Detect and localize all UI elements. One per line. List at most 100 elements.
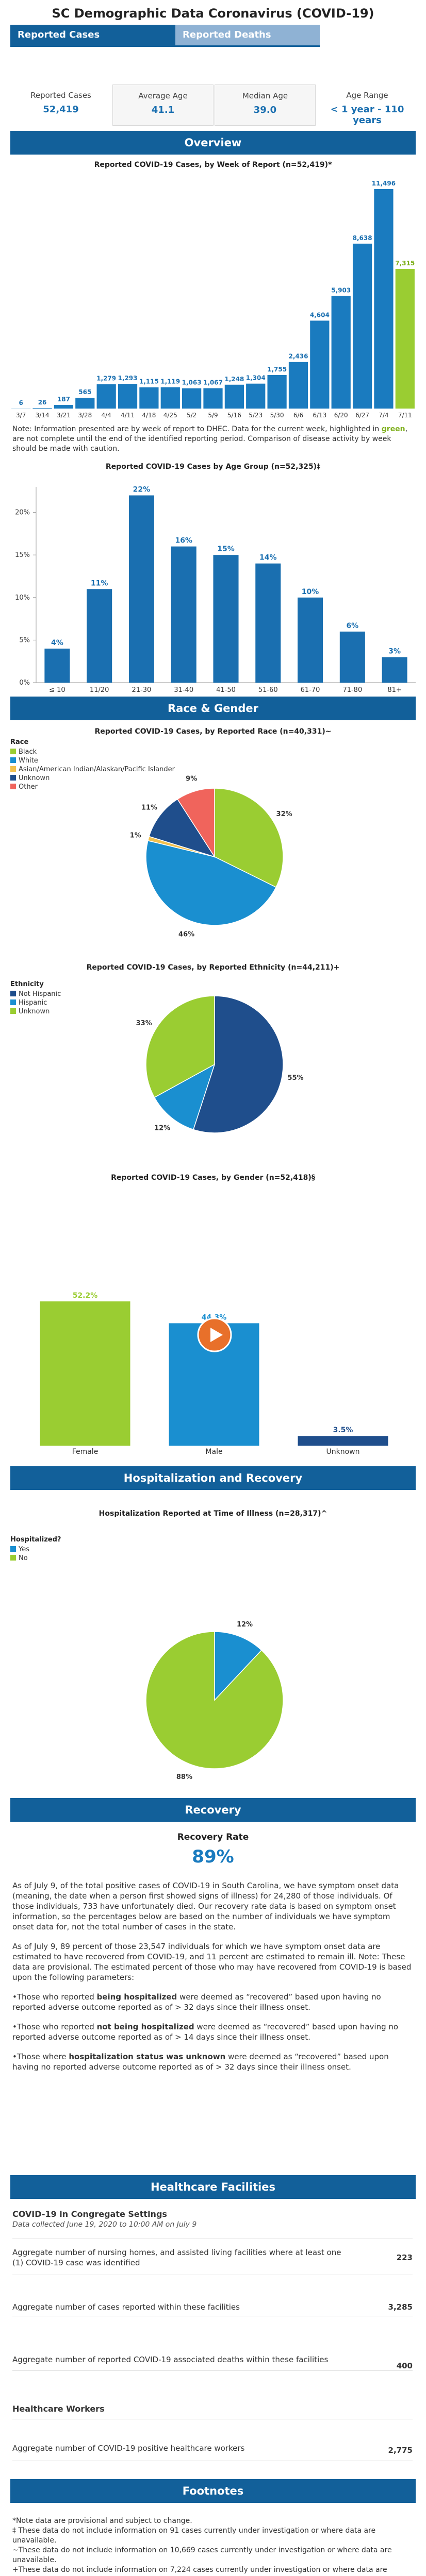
bullet-text: were deemed as “recovered” based upon ha… <box>12 1992 381 2012</box>
legend-swatch <box>10 775 16 781</box>
legend-swatch <box>10 784 16 789</box>
chart-title: Reported COVID-19 Cases, by Reported Rac… <box>94 727 332 736</box>
pie-slice <box>214 788 284 888</box>
value-label: 4% <box>51 639 63 647</box>
paragraph: As of July 9, 89 percent of those 23,547… <box>12 1942 412 1982</box>
x-tick-label: 11/20 <box>90 686 109 694</box>
value-label: 32% <box>276 810 292 818</box>
kpi: Median Age 39.0 <box>215 84 316 126</box>
value-label: 46% <box>178 930 194 938</box>
bar <box>331 296 351 409</box>
legend-label: Hispanic <box>19 999 47 1007</box>
y-tick-label: 15% <box>15 551 30 559</box>
bar <box>54 405 74 409</box>
x-tick-label: 31-40 <box>174 686 193 694</box>
x-tick-label: 4/11 <box>121 412 135 419</box>
tab[interactable]: Reported Deaths <box>175 25 320 45</box>
bullet-text: •Those who reported <box>12 2022 97 2031</box>
x-tick-label: 41-50 <box>216 686 236 694</box>
bar <box>339 631 365 683</box>
value-label: 4,604 <box>310 311 330 318</box>
kpi-value: 52,419 <box>43 104 79 115</box>
x-tick-label: 5/30 <box>270 412 284 419</box>
x-tick-label: 21-30 <box>132 686 152 694</box>
row-value: 3,285 <box>388 2302 413 2312</box>
kpi-value: 41.1 <box>151 105 175 115</box>
chart-title: Reported COVID-19 Cases, by Week of Repo… <box>94 161 332 169</box>
bar <box>44 648 70 683</box>
chart: Race 32% Black 46% White 1% Asian/American Ind… <box>10 738 292 938</box>
chart-title: Hospitalization Reported at Time of Illn… <box>99 1510 327 1518</box>
legend-swatch <box>10 766 16 772</box>
bullet-bold: hospitalization status was unknown <box>69 2052 226 2061</box>
legend-label: Yes <box>18 1546 29 1553</box>
bullet-text: were deemed as “recovered” based upon ha… <box>12 2052 389 2072</box>
play-triangle <box>210 1328 223 1342</box>
legend-label: Not Hispanic <box>19 990 61 998</box>
row-label: Aggregate number of reported COVID-19 as… <box>12 2355 329 2364</box>
bar <box>213 555 239 683</box>
footnote: +These data do not include information o… <box>12 2566 387 2576</box>
bar <box>395 268 415 409</box>
x-tick-label: 4/25 <box>163 412 177 419</box>
section-banner: Footnotes <box>10 2479 416 2503</box>
value-label: 7,315 <box>395 260 415 267</box>
x-tick-label: 3/21 <box>57 412 71 419</box>
kpi-label: Median Age <box>242 91 288 100</box>
x-tick-label: Unknown <box>326 1448 360 1456</box>
y-tick-label: 0% <box>19 679 30 687</box>
kpi-label: Age Range <box>346 91 388 100</box>
bar <box>246 383 266 409</box>
row-value: 2,775 <box>388 2446 413 2455</box>
bullet-bold: not being hospitalized <box>96 2022 194 2031</box>
bar <box>374 189 394 409</box>
legend-label: Unknown <box>19 774 50 782</box>
chart-title: Reported COVID-19 Cases, by Gender (n=52… <box>111 1174 315 1182</box>
table-row: Aggregate number of reported COVID-19 as… <box>12 2316 413 2371</box>
x-tick-label: 5/2 <box>187 412 196 419</box>
legend-label: Black <box>19 748 37 756</box>
row-label: Aggregate number of cases reported withi… <box>12 2302 240 2312</box>
bar <box>298 597 323 683</box>
row-value: 400 <box>396 2361 413 2370</box>
section-banner: Recovery <box>10 1798 416 1822</box>
section-banner: Hospitalization and Recovery <box>10 1466 416 1490</box>
value-label: 52.2% <box>73 1292 98 1300</box>
chart-title: Reported COVID-19 Cases, by Reported Eth… <box>86 963 340 972</box>
value-label: 12% <box>237 1621 253 1629</box>
bar <box>310 320 330 409</box>
pie-slice <box>145 840 277 926</box>
value-label: 1% <box>130 832 141 840</box>
kpi-label: Average Age <box>138 91 188 100</box>
play-icon[interactable] <box>196 1316 233 1353</box>
value-label: 9% <box>186 775 197 783</box>
x-tick-label: 7/4 <box>379 412 388 419</box>
y-tick-label: 5% <box>19 636 30 644</box>
section-banner: Healthcare Facilities <box>10 2175 416 2199</box>
bar <box>352 243 372 409</box>
bar <box>128 495 154 683</box>
bullet: •Those who reported not being hospitaliz… <box>12 2022 413 2042</box>
legend-label: Asian/American Indian/Alaskan/Pacific Is… <box>19 766 175 773</box>
x-tick-label: 5/16 <box>227 412 241 419</box>
value-label: 1,115 <box>139 378 159 385</box>
recovery-title: Recovery Rate <box>177 1832 249 1842</box>
bullet-text: were deemed as “recovered” based upon ha… <box>12 2022 399 2042</box>
facilities-date: Data collected June 19, 2020 to 10:00 AM… <box>12 2221 197 2229</box>
x-tick-label: 71-80 <box>342 686 362 694</box>
pie-slice <box>192 995 284 1133</box>
note-highlight: green <box>381 425 405 433</box>
kpi: Average Age 41.1 <box>112 84 214 126</box>
value-label: 3% <box>388 647 401 655</box>
row-label: Aggregate number of nursing homes, and a… <box>12 2248 341 2267</box>
chart: 0% 5% 10% 15% 20% 4% ≤ 10 11% 11/20 22% 21-30 16% 31… <box>15 486 416 694</box>
legend-swatch <box>10 749 16 754</box>
value-label: 187 <box>57 396 70 403</box>
value-label: 1,755 <box>267 366 287 373</box>
kpi-label: Reported Cases <box>30 91 91 100</box>
bar <box>182 388 202 409</box>
tab-active[interactable]: Reported Cases <box>10 25 175 45</box>
pie-slice <box>214 1631 263 1701</box>
